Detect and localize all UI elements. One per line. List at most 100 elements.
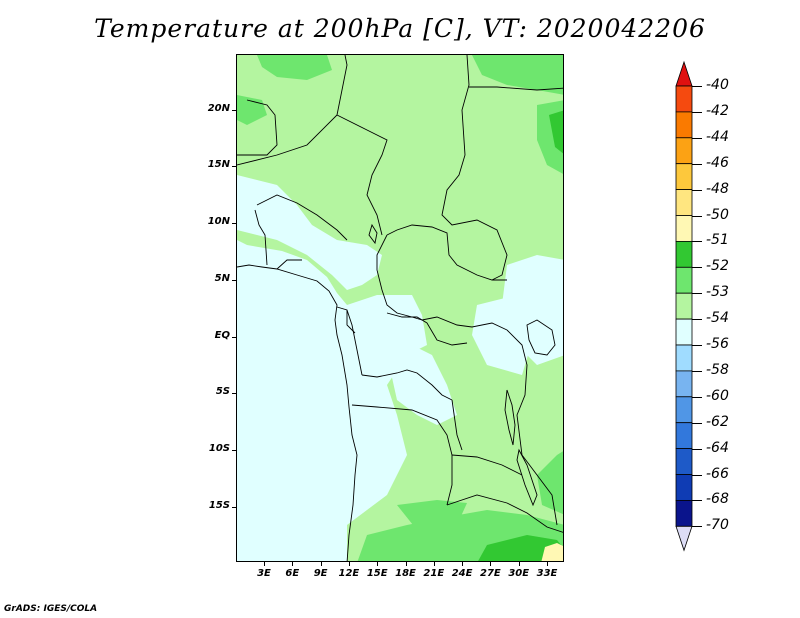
longitude-label: 27E (480, 568, 501, 579)
longitude-label: 6E (285, 568, 300, 579)
colorbar-tick (692, 86, 702, 87)
colorbar-swatch (675, 137, 693, 165)
latitude-label: 20N (207, 103, 230, 114)
colorbar-swatch (675, 422, 693, 450)
latitude-label: EQ (214, 330, 230, 341)
longitude-label: 9E (313, 568, 328, 579)
colorbar-bottom-arrow (675, 525, 693, 552)
temperature-map (237, 55, 563, 561)
colorbar-label: -52 (706, 258, 729, 275)
contour-fill-m52-west (237, 95, 267, 125)
latitude-tick (232, 223, 236, 224)
longitude-tick (405, 562, 407, 566)
longitude-tick (264, 562, 265, 566)
colorbar-label: -53 (706, 284, 729, 301)
latitude-label: 10N (207, 216, 230, 227)
colorbar (675, 60, 693, 552)
coastlines-borders (237, 55, 563, 561)
longitude-tick (547, 562, 548, 566)
latitude-tick (232, 507, 236, 508)
colorbar-tick (692, 474, 702, 476)
colorbar-label: -70 (706, 517, 729, 534)
colorbar-label: -56 (706, 336, 729, 352)
map-title: Temperature at 200hPa [C], VT: 202004220… (94, 14, 706, 43)
colorbar-label: -64 (706, 439, 729, 456)
latitude-label: 15S (208, 500, 230, 511)
colorbar-tick (692, 267, 702, 269)
colorbar-tick (692, 396, 702, 398)
latitude-label: 5N (214, 273, 230, 284)
colorbar-swatch (675, 344, 693, 372)
longitude-tick (518, 562, 520, 566)
colorbar-tick (692, 137, 702, 139)
colorbar-tick (692, 215, 702, 217)
contour-fill-m50 (541, 543, 563, 561)
colorbar-label: -68 (706, 491, 729, 508)
colorbar-tick (692, 163, 702, 165)
colorbar-tick (692, 448, 702, 450)
latitude-label: 10S (208, 443, 230, 454)
colorbar-tick (692, 500, 702, 502)
colorbar-label: -62 (706, 413, 729, 430)
colorbar-label: -66 (706, 465, 729, 482)
colorbar-tick (692, 241, 702, 243)
colorbar-swatch (675, 111, 693, 139)
longitude-label: 15E (366, 568, 388, 579)
colorbar-swatch (675, 448, 693, 475)
colorbar-label: -46 (706, 154, 729, 171)
latitude-tick (232, 280, 236, 281)
colorbar-tick (692, 111, 702, 113)
latitude-tick (232, 393, 236, 394)
colorbar-swatch (675, 370, 693, 398)
contour-fill-m54-west (237, 175, 382, 290)
longitude-label: 3E (257, 568, 271, 579)
colorbar-label: -42 (706, 102, 729, 119)
contour-fill-m52-mid (397, 500, 467, 530)
colorbar-label: -48 (706, 180, 729, 197)
longitude-tick (348, 562, 350, 566)
colorbar-tick (692, 526, 702, 528)
colorbar-tick (692, 422, 702, 424)
contour-fill-m53 (237, 55, 563, 561)
colorbar-swatch (675, 474, 693, 501)
latitude-label: 15N (207, 159, 230, 170)
colorbar-tick (692, 370, 702, 372)
latitude-label: 5S (215, 386, 230, 397)
longitude-tick (320, 562, 322, 566)
colorbar-swatch (675, 292, 693, 320)
colorbar-swatch (675, 240, 693, 268)
contour-fill-m52-north (257, 55, 332, 80)
longitude-tick (490, 562, 492, 566)
map-panel (236, 54, 564, 562)
longitude-tick (292, 562, 294, 566)
colorbar-tick (692, 189, 702, 191)
longitude-label: 24E (451, 568, 473, 579)
colorbar-label: -40 (706, 77, 729, 93)
colorbar-label: -51 (706, 232, 729, 249)
longitude-label: 12E (338, 568, 360, 579)
colorbar-label: -54 (706, 310, 729, 327)
latitude-tick (232, 450, 236, 451)
longitude-label: 21E (423, 568, 445, 579)
contour-fill-m52-se (537, 451, 563, 515)
colorbar-label: -50 (706, 206, 729, 223)
colorbar-label: -44 (706, 128, 729, 145)
colorbar-swatch (675, 85, 693, 113)
contour-fill-m51-e (549, 110, 563, 154)
colorbar-swatch (675, 266, 693, 294)
colorbar-swatch (675, 189, 693, 216)
longitude-tick (377, 562, 379, 566)
colorbar-label: -58 (706, 361, 729, 378)
contour-fill-m52-ne (472, 55, 563, 95)
contour-fill-m54-lake (472, 295, 537, 375)
colorbar-top-arrow (675, 60, 693, 87)
latitude-tick (232, 337, 236, 338)
colorbar-swatch (675, 499, 693, 527)
longitude-label: 30E (508, 568, 530, 579)
colorbar-swatch (675, 396, 693, 424)
longitude-tick (462, 562, 464, 566)
credit-footer: GrADS: IGES/COLA (4, 604, 98, 614)
colorbar-tick (692, 319, 702, 321)
longitude-label: 33E (536, 568, 558, 579)
latitude-tick (232, 110, 236, 111)
